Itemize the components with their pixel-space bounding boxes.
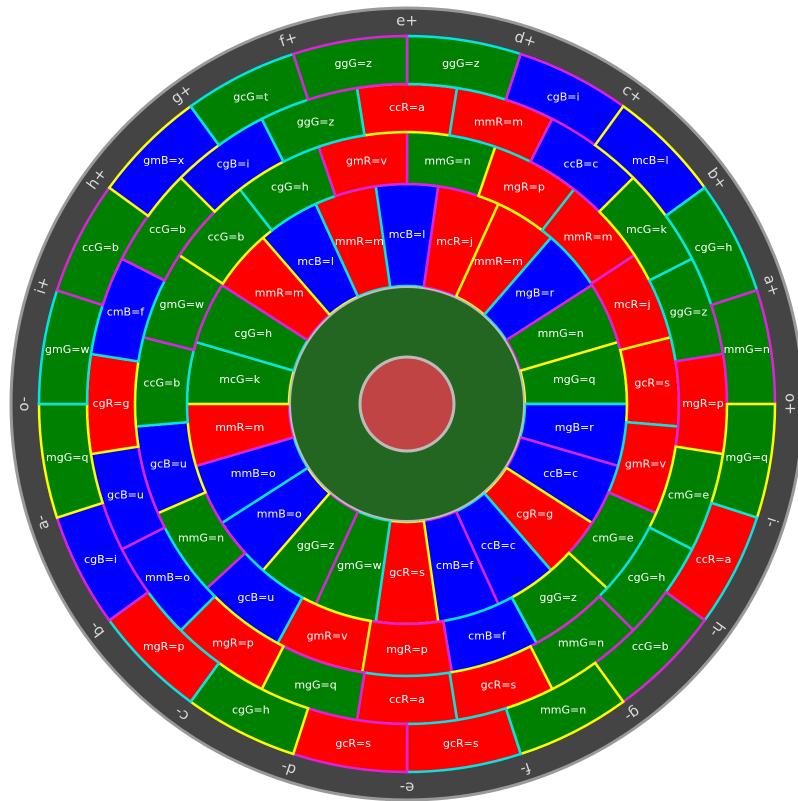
segment-label: ggG=z bbox=[539, 591, 577, 604]
segment-label: gcR=s bbox=[335, 737, 371, 750]
segment-label: mgR=p bbox=[143, 640, 185, 653]
segment-label: cmG=e bbox=[592, 532, 634, 545]
segment-label: gcG=t bbox=[233, 90, 269, 103]
segment-label: cgG=h bbox=[628, 571, 666, 584]
segment-label: mmR=m bbox=[474, 255, 523, 268]
segment-label: cgG=h bbox=[234, 327, 272, 340]
segment-label: gmG=w bbox=[45, 343, 89, 356]
segment-label: cgG=h bbox=[695, 241, 733, 254]
segment-label: mmR=m bbox=[335, 235, 384, 248]
segment-label: mmR=m bbox=[474, 115, 523, 128]
segment-label: ggG=z bbox=[297, 539, 335, 552]
segment-label: cmB=f bbox=[468, 630, 507, 643]
segment-label: cmB=f bbox=[436, 559, 475, 572]
direction-label: a- bbox=[31, 513, 53, 532]
segment-label: mmG=n bbox=[424, 154, 470, 167]
segment-label: cgG=h bbox=[271, 181, 309, 194]
segment-label: mgR=p bbox=[682, 397, 724, 410]
segment-label: mmR=m bbox=[255, 286, 304, 299]
direction-label: i+ bbox=[31, 275, 53, 296]
segment-label: ggG=z bbox=[334, 57, 372, 70]
segment-label: mcG=k bbox=[626, 223, 668, 236]
segment-label: mgG=q bbox=[553, 373, 595, 386]
segment-label: ccR=a bbox=[389, 693, 425, 706]
segment-label: cgG=h bbox=[232, 704, 270, 717]
segment-label: ccB=c bbox=[564, 158, 599, 171]
segment-label: mgG=q bbox=[46, 451, 88, 464]
segment-label: mmB=o bbox=[145, 571, 190, 584]
direction-label: o+ bbox=[782, 393, 798, 415]
segment-label: mcR=j bbox=[614, 298, 651, 311]
segment-label: ggG=z bbox=[297, 115, 335, 128]
segment-label: gmG=w bbox=[160, 298, 204, 311]
segment-label: cgR=g bbox=[93, 397, 130, 410]
segment-label: mmG=n bbox=[538, 327, 584, 340]
segment-label: gmR=v bbox=[625, 457, 667, 470]
segment-label: cgR=g bbox=[516, 508, 553, 521]
segment-label: ccG=b bbox=[82, 241, 119, 254]
segment-label: ccR=a bbox=[696, 553, 732, 566]
segment-label: mcR=j bbox=[436, 235, 473, 248]
segment-label: mmG=n bbox=[178, 532, 224, 545]
segment-label: gcR=s bbox=[634, 377, 670, 390]
direction-label: d- bbox=[279, 758, 299, 780]
segment-label: mgG=q bbox=[294, 679, 336, 692]
segment-label: ccG=b bbox=[208, 230, 245, 243]
direction-label: e- bbox=[400, 779, 415, 797]
segment-label: gcR=s bbox=[481, 679, 517, 692]
direction-label: a+ bbox=[760, 272, 784, 298]
segment-label: gcB=u bbox=[238, 591, 275, 604]
segment-label: mcB=l bbox=[297, 255, 334, 268]
segment-label: gcR=s bbox=[389, 566, 425, 579]
segment-label: ccB=c bbox=[481, 539, 516, 552]
segment-label: gcB=u bbox=[107, 488, 144, 501]
segment-label: ccR=a bbox=[389, 101, 425, 114]
center-dot bbox=[358, 355, 456, 453]
segment-label: mmR=m bbox=[215, 421, 264, 434]
segment-rings bbox=[37, 34, 777, 774]
segment-label: gmB=x bbox=[143, 154, 184, 167]
segment-label: mmR=m bbox=[563, 230, 612, 243]
segment-label: mgB=r bbox=[515, 286, 554, 299]
segment-label: mgB=r bbox=[555, 421, 594, 434]
direction-label: d+ bbox=[512, 27, 539, 51]
segment-label: ccG=b bbox=[143, 377, 180, 390]
segment-label: mmG=n bbox=[540, 704, 586, 717]
segment-label: cgB=i bbox=[547, 90, 580, 103]
segment-label: mcB=l bbox=[389, 228, 426, 241]
segment-label: mgR=p bbox=[212, 636, 254, 649]
segment-label: gmR=v bbox=[307, 630, 349, 643]
segment-labels: mcB=lmcR=jmmR=mmgB=rmmG=nmgG=qmgB=rccB=c… bbox=[45, 57, 770, 750]
direction-label: f+ bbox=[277, 28, 300, 51]
segment-label: gmR=v bbox=[346, 154, 388, 167]
segment-label: gcR=s bbox=[443, 737, 479, 750]
segment-label: cgB=i bbox=[217, 158, 250, 171]
segment-label: cmG=e bbox=[668, 488, 710, 501]
segment-label: mgG=q bbox=[726, 451, 768, 464]
segment bbox=[291, 34, 409, 102]
segment-label: cmB=f bbox=[107, 306, 146, 319]
segment-label: cgB=i bbox=[84, 553, 117, 566]
segment-label: mmB=o bbox=[257, 508, 302, 521]
direction-label: e+ bbox=[396, 12, 418, 30]
segment-label: mmB=o bbox=[231, 467, 276, 480]
segment-label: mmG=n bbox=[724, 343, 770, 356]
segment-label: mgR=p bbox=[503, 181, 545, 194]
segment-label: ccB=c bbox=[543, 467, 578, 480]
segment-label: gmG=w bbox=[337, 559, 381, 572]
segment-label: mmG=n bbox=[558, 636, 604, 649]
direction-label: o- bbox=[15, 397, 33, 412]
segment-label: mgR=p bbox=[386, 643, 428, 656]
segment-label: ggG=z bbox=[670, 306, 708, 319]
segment-label: mcG=k bbox=[219, 373, 261, 386]
segment-label: mcB=l bbox=[632, 154, 669, 167]
segment-label: ggG=z bbox=[442, 57, 480, 70]
segment-label: ccG=b bbox=[149, 223, 186, 236]
segment-label: gcB=u bbox=[150, 457, 187, 470]
segment-label: ccG=b bbox=[632, 640, 669, 653]
